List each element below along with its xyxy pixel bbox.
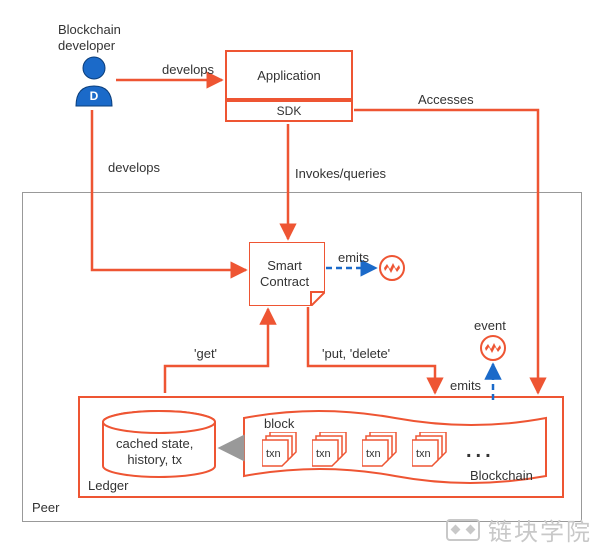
- edge-label-invokes: Invokes/queries: [295, 166, 386, 181]
- edge-label-emits-ledger: emits: [450, 378, 481, 393]
- edge-label-accesses: Accesses: [418, 92, 474, 107]
- watermark: 链块学院: [446, 512, 592, 547]
- event-emit-icon-sc: [379, 255, 405, 281]
- watermark-icon: [446, 519, 480, 541]
- smart-contract-label: Smart Contract: [260, 258, 309, 289]
- application-label: Application: [257, 68, 321, 83]
- peer-label: Peer: [32, 500, 59, 515]
- edge-label-dev-app: develops: [162, 62, 214, 77]
- edge-label-put: 'put, 'delete': [322, 346, 390, 361]
- ledger-label: Ledger: [88, 478, 128, 493]
- event-emit-icon-ledger: [480, 335, 506, 361]
- developer-icon: D: [74, 56, 114, 108]
- blockchain-label: Blockchain: [470, 468, 533, 483]
- ellipsis-icon: ...: [466, 440, 495, 463]
- edge-label-get: 'get': [194, 346, 217, 361]
- sdk-box: SDK: [225, 100, 353, 122]
- cached-state-label: cached state, history, tx: [116, 436, 193, 469]
- svg-text:D: D: [90, 89, 99, 103]
- block-label: block: [264, 416, 294, 431]
- txn-stack-2: txn: [312, 432, 356, 471]
- application-box: Application: [225, 50, 353, 100]
- edge-label-emits-sc: emits: [338, 250, 369, 265]
- txn-stack-3: txn: [362, 432, 406, 471]
- edge-label-dev-sc: develops: [108, 160, 160, 175]
- txn-stack-4: txn: [412, 432, 456, 471]
- sdk-label: SDK: [277, 104, 302, 118]
- txn-stack-1: txn: [262, 432, 306, 471]
- developer-label: Blockchain developer: [58, 22, 121, 53]
- watermark-text: 链块学院: [488, 512, 592, 547]
- event-label: event: [474, 318, 506, 333]
